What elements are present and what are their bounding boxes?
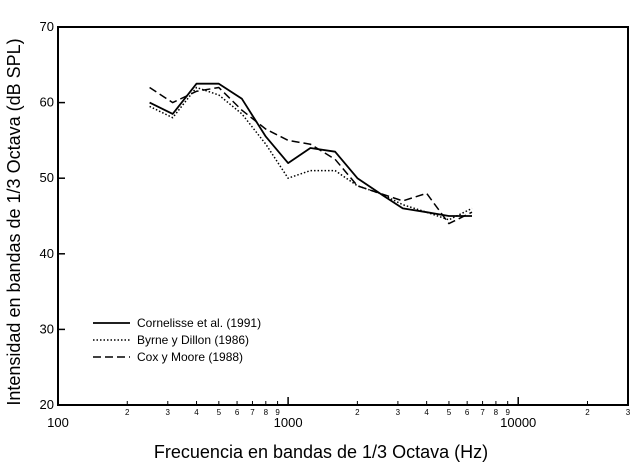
x-minor-tick-label: 9 xyxy=(505,408,510,417)
y-tick-label: 70 xyxy=(40,19,54,34)
x-minor-tick-label: 4 xyxy=(194,408,199,417)
x-minor-tick-label: 4 xyxy=(424,408,429,417)
y-tick-label: 60 xyxy=(40,95,54,110)
x-minor-tick-label: 3 xyxy=(166,408,171,417)
x-minor-tick-label: 6 xyxy=(465,408,470,417)
series-line-dotted xyxy=(149,86,473,221)
x-minor-tick-label: 7 xyxy=(250,408,255,417)
y-tick-label: 40 xyxy=(40,246,54,261)
x-tick-label: 100 xyxy=(47,415,69,430)
x-minor-tick-label: 5 xyxy=(217,408,222,417)
x-minor-tick-label: 3 xyxy=(396,408,401,417)
y-tick-label: 30 xyxy=(40,321,54,336)
x-minor-tick-label: 9 xyxy=(275,408,280,417)
x-tick-label: 10000 xyxy=(500,415,536,430)
plot-frame xyxy=(57,26,629,406)
x-axis-title: Frecuencia en bandas de 1/3 Octava (Hz) xyxy=(154,442,488,462)
x-minor-tick-label: 8 xyxy=(494,408,499,417)
series-line-dashed xyxy=(149,86,473,225)
x-minor-tick-label: 3 xyxy=(626,408,631,417)
x-minor-tick-label: 7 xyxy=(480,408,485,417)
y-tick-label: 20 xyxy=(40,397,54,412)
x-minor-tick-label: 2 xyxy=(125,408,130,417)
y-tick-label: 50 xyxy=(40,170,54,185)
x-minor-tick-label: 5 xyxy=(447,408,452,417)
x-minor-tick-label: 8 xyxy=(264,408,269,417)
y-axis-title: Intensidad en bandas de 1/3 Octava (dB S… xyxy=(4,38,24,405)
legend: Cornelisse et al. (1991) Byrne y Dillon (… xyxy=(93,316,261,364)
legend-label: Cornelisse et al. (1991) xyxy=(137,316,261,330)
legend-label: Cox y Moore (1988) xyxy=(137,350,243,364)
x-tick-label: 1000 xyxy=(274,415,303,430)
series-group xyxy=(149,82,473,225)
x-minor-tick-label: 6 xyxy=(235,408,240,417)
x-minor-tick-label: 2 xyxy=(355,408,360,417)
legend-label: Byrne y Dillon (1986) xyxy=(137,333,249,347)
series-line-solid xyxy=(149,82,472,217)
x-minor-tick-label: 2 xyxy=(585,408,590,417)
